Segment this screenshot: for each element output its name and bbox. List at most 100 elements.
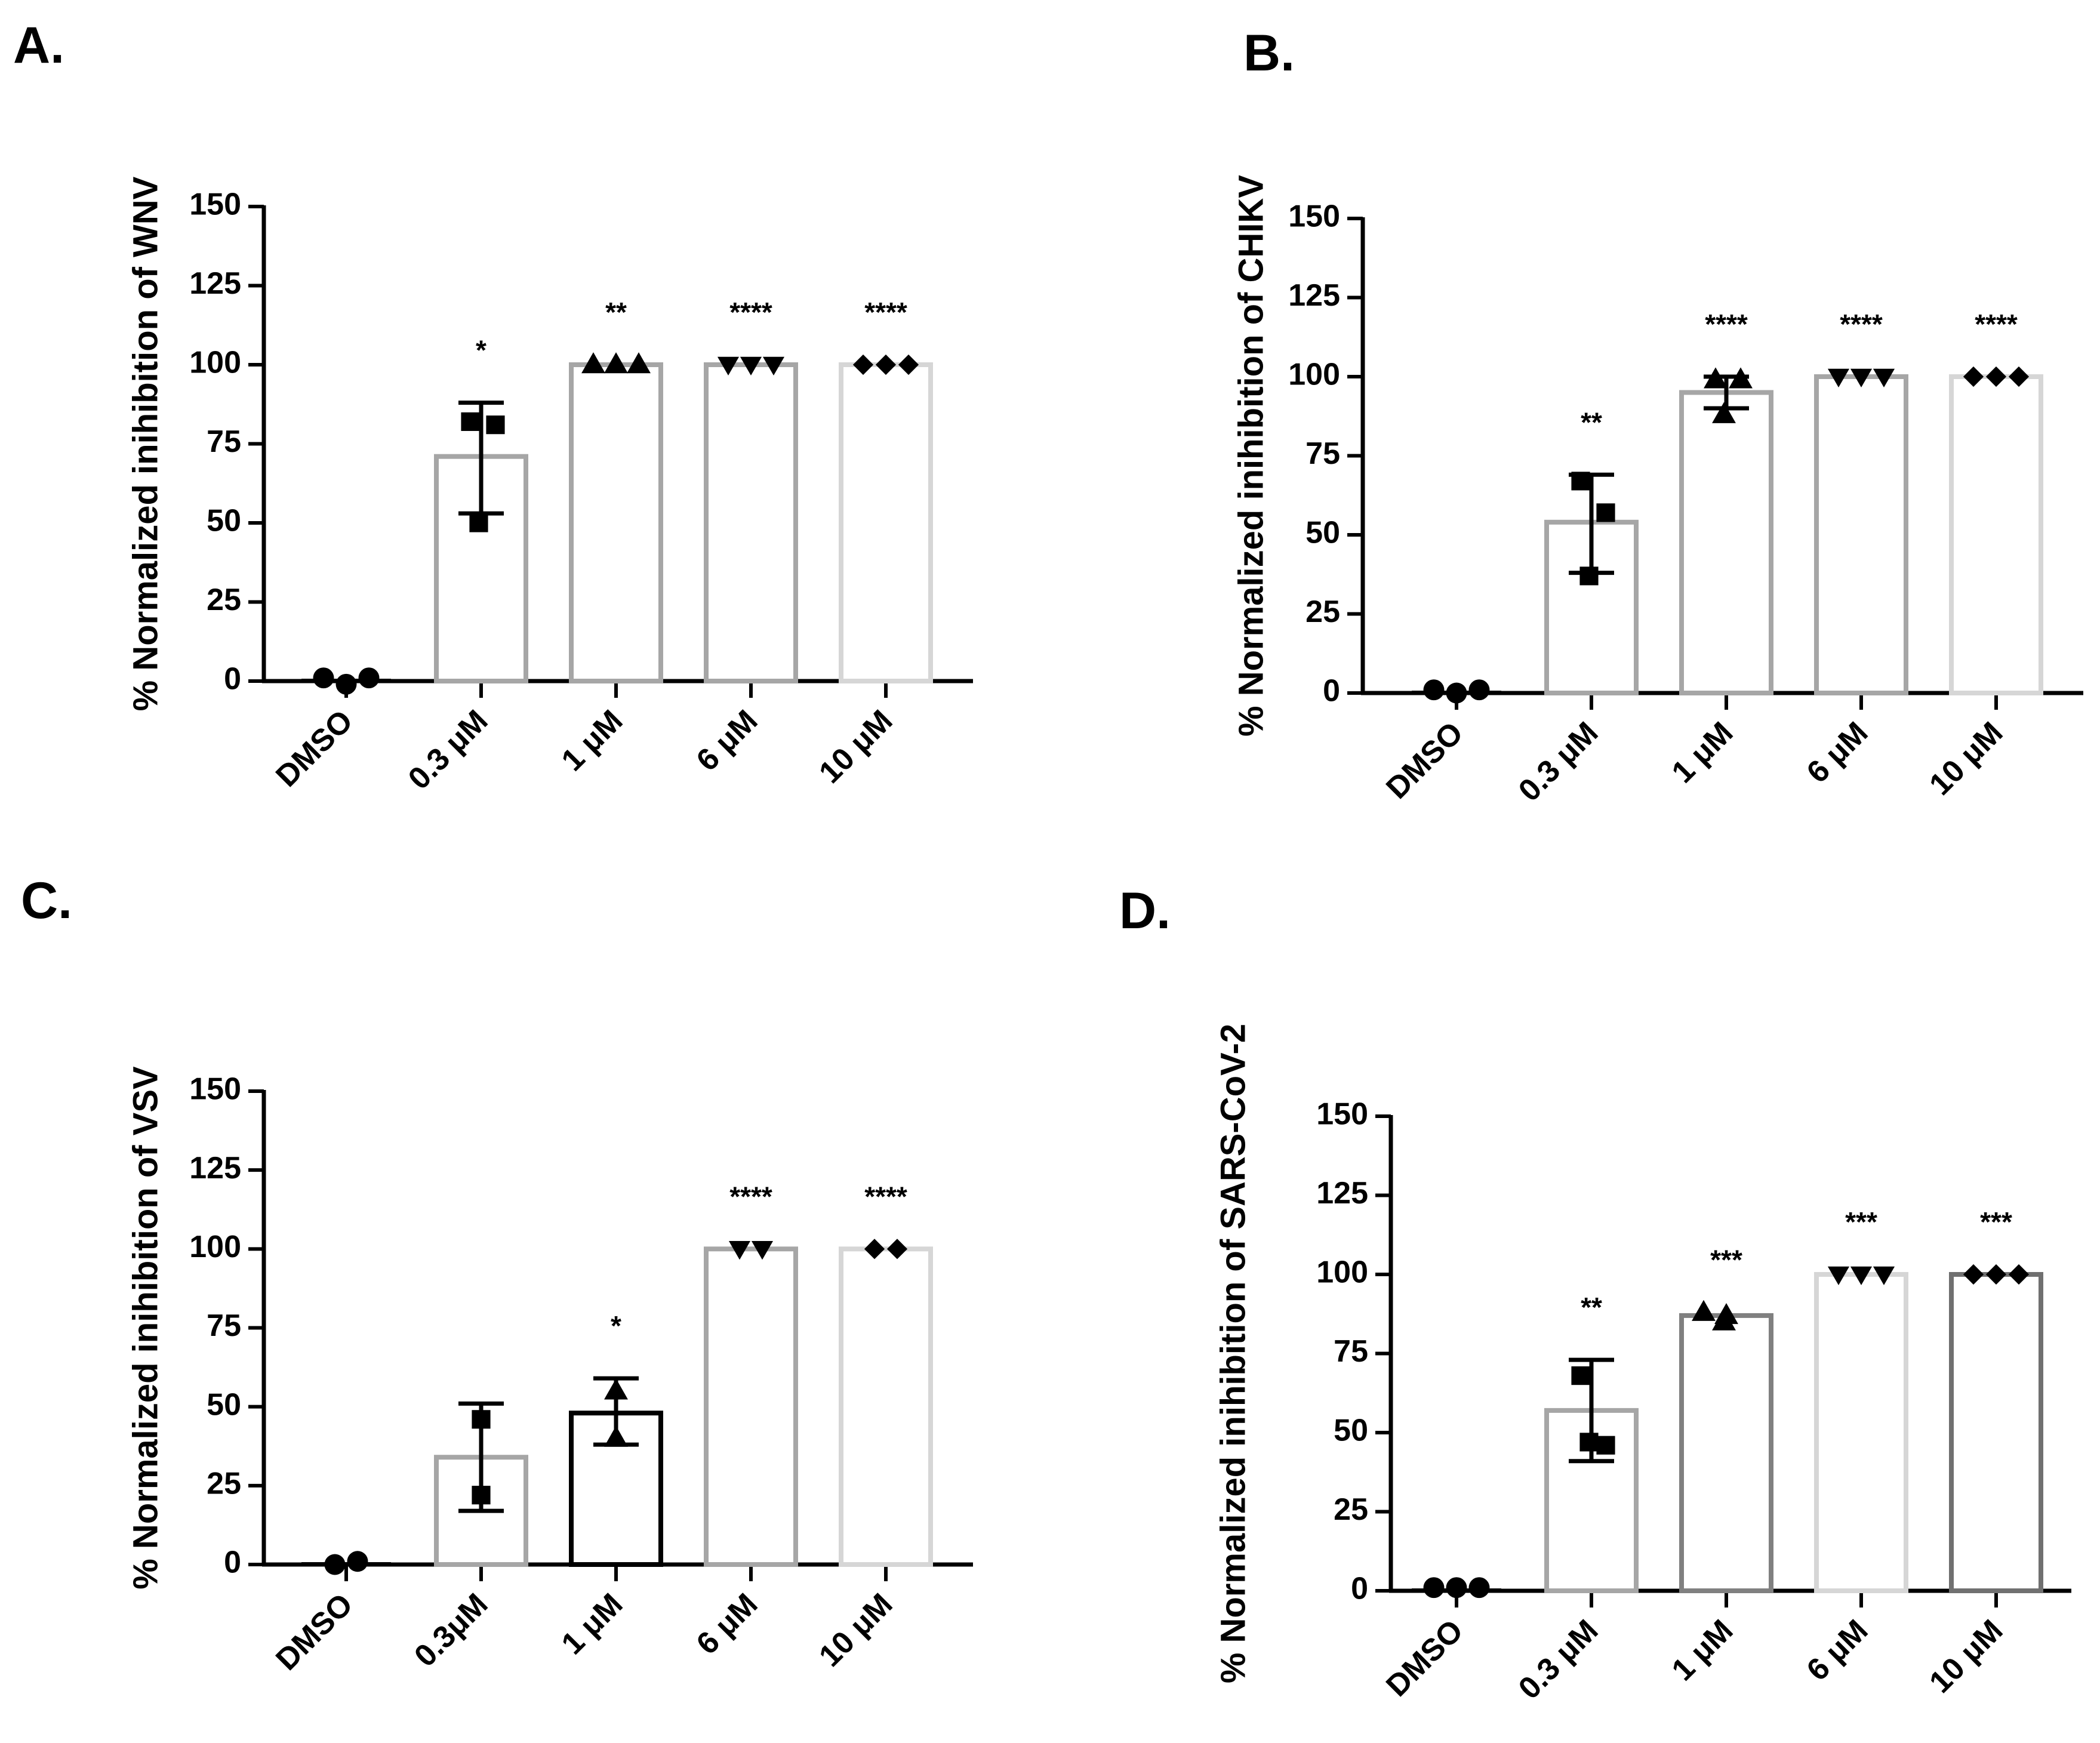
y-tick-label: 100 xyxy=(189,346,241,380)
y-tick-label: 0 xyxy=(1323,674,1340,709)
data-point xyxy=(1827,1266,1850,1286)
x-category-label: 1 μM xyxy=(555,1587,630,1661)
data-point xyxy=(864,1239,885,1259)
x-category-label: 6 μM xyxy=(1800,715,1875,790)
panel-letter: B. xyxy=(1243,24,1295,82)
bar xyxy=(839,1246,933,1567)
y-tick-label: 100 xyxy=(1288,358,1340,392)
y-tick-label: 50 xyxy=(1334,1414,1368,1448)
data-point xyxy=(2008,366,2030,387)
data-point xyxy=(740,356,762,376)
significance-label: **** xyxy=(864,297,907,328)
data-point xyxy=(627,352,651,374)
bar xyxy=(839,362,933,683)
y-tick-label: 25 xyxy=(207,1467,241,1501)
data-point xyxy=(604,1425,628,1447)
significance-label: **** xyxy=(1705,309,1748,340)
data-point xyxy=(1468,679,1490,701)
y-tick-label: 50 xyxy=(207,1387,241,1422)
y-tick-label: 0 xyxy=(224,1545,241,1580)
data-point xyxy=(898,354,919,375)
panel-d: D. % Normalized inihibition of SARS-CoV-2… xyxy=(1119,882,2071,1706)
data-point xyxy=(1468,1577,1490,1599)
data-point xyxy=(1712,1309,1736,1331)
data-point xyxy=(1985,366,2007,387)
data-point xyxy=(1850,1266,1873,1286)
x-category-label: 10 μM xyxy=(1923,1613,2009,1699)
data-point xyxy=(472,1486,491,1505)
x-category-label: 10 μM xyxy=(812,703,899,790)
data-point xyxy=(313,667,334,689)
x-category-label: 0.3 μM xyxy=(1512,715,1605,808)
y-tick-label: 50 xyxy=(207,504,241,538)
x-category-label: 10 μM xyxy=(1923,715,2009,802)
data-point xyxy=(717,356,740,376)
x-category-label: 0.3μM xyxy=(408,1587,494,1673)
y-tick-label: 75 xyxy=(1305,436,1340,471)
y-tick-label: 125 xyxy=(1316,1176,1368,1211)
y-axis-title: % Normalized inihibition of CHIKV xyxy=(1231,175,1270,737)
y-tick-label: 25 xyxy=(1305,595,1340,629)
x-category-label: 1 μM xyxy=(1665,715,1740,790)
panel-letter: A. xyxy=(13,17,64,74)
x-category-label: 1 μM xyxy=(555,703,630,778)
y-tick-label: 125 xyxy=(1288,278,1340,313)
significance-label: *** xyxy=(1980,1206,2012,1237)
y-tick-label: 25 xyxy=(207,583,241,617)
significance-label: * xyxy=(476,335,486,366)
data-point xyxy=(1827,368,1850,388)
y-tick-label: 0 xyxy=(224,662,241,697)
bar xyxy=(704,362,798,683)
bar xyxy=(1679,390,1773,695)
data-point xyxy=(1579,566,1599,586)
data-point xyxy=(852,354,874,375)
significance-label: **** xyxy=(1975,309,2018,340)
data-point xyxy=(1692,1299,1716,1321)
significance-label: **** xyxy=(729,1181,772,1212)
y-tick-label: 150 xyxy=(1316,1097,1368,1132)
data-point xyxy=(604,352,628,374)
panel-a: A. % Normalized inihibition of WNV 0 25 50 75… xyxy=(13,17,973,796)
data-point xyxy=(1446,1577,1467,1599)
x-category-label: DMSO xyxy=(269,1587,359,1677)
x-category-label: 0.3 μM xyxy=(402,703,494,796)
significance-label: **** xyxy=(729,297,772,328)
data-point xyxy=(335,673,357,695)
bar xyxy=(1814,374,1908,695)
y-tick-label: 25 xyxy=(1334,1492,1368,1527)
y-tick-label: 100 xyxy=(1316,1255,1368,1290)
data-point xyxy=(1985,1264,2007,1285)
bar xyxy=(1949,374,2043,695)
y-axis-title: % Normalized inihibition of WNV xyxy=(126,176,165,711)
x-category-label: 1 μM xyxy=(1665,1613,1740,1687)
data-point xyxy=(1873,368,1895,388)
significance-label: ** xyxy=(1581,407,1602,438)
panel-letter: C. xyxy=(21,872,72,929)
data-point xyxy=(358,667,380,689)
y-tick-label: 125 xyxy=(189,1151,241,1185)
data-point xyxy=(2008,1264,2030,1285)
y-tick-label: 75 xyxy=(207,1308,241,1343)
panel-letter: D. xyxy=(1119,882,1171,940)
x-category-label: 0.3 μM xyxy=(1512,1613,1605,1705)
significance-label: **** xyxy=(864,1181,907,1212)
data-point xyxy=(1446,682,1467,704)
data-point xyxy=(1850,368,1873,388)
data-point xyxy=(1423,1577,1445,1599)
x-category-label: DMSO xyxy=(1380,715,1470,805)
y-axis-title: % Normalized inihibition of SARS-CoV-2 xyxy=(1214,1024,1252,1683)
x-category-label: 6 μM xyxy=(690,1587,765,1661)
y-tick-label: 125 xyxy=(189,266,241,301)
significance-label: *** xyxy=(1845,1206,1877,1237)
x-category-label: DMSO xyxy=(269,703,359,793)
data-point xyxy=(472,1410,491,1429)
data-point xyxy=(347,1551,368,1572)
significance-label: * xyxy=(611,1310,621,1341)
data-point xyxy=(1963,366,1984,387)
data-point xyxy=(751,1241,774,1260)
data-point xyxy=(486,415,505,435)
x-category-label: DMSO xyxy=(1380,1613,1470,1703)
significance-label: ** xyxy=(605,297,627,328)
bar xyxy=(1814,1272,1908,1593)
